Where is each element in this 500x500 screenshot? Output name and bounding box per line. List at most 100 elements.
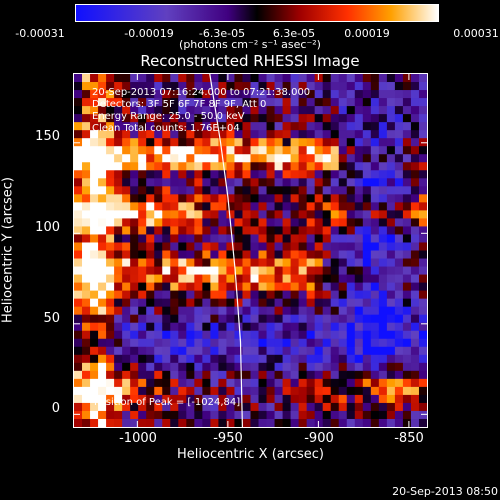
heatmap-cell	[154, 234, 163, 244]
heatmap-cell	[146, 298, 155, 308]
heatmap-cell	[410, 386, 420, 396]
heatmap-cell	[202, 178, 211, 187]
heatmap-cell	[290, 194, 300, 203]
heatmap-cell	[282, 322, 292, 332]
heatmap-cell	[394, 394, 404, 404]
heatmap-cell	[306, 410, 316, 420]
heatmap-cell	[306, 258, 316, 268]
heatmap-cell	[106, 90, 115, 99]
heatmap-cell	[178, 146, 187, 155]
heatmap-cell	[186, 250, 195, 260]
heatmap-cell	[306, 322, 316, 332]
heatmap-cell	[162, 202, 171, 211]
heatmap-cell	[74, 170, 83, 179]
heatmap-cell	[218, 202, 228, 211]
heatmap-cell	[202, 258, 211, 268]
heatmap-cell	[194, 354, 203, 364]
heatmap-cell	[194, 234, 203, 244]
heatmap-cell	[242, 290, 252, 300]
heatmap-cell	[306, 242, 316, 252]
heatmap-cell	[378, 322, 388, 332]
heatmap-cell	[98, 346, 107, 356]
heatmap-cell	[282, 250, 292, 260]
heatmap-cell	[394, 346, 404, 356]
heatmap-cell	[194, 418, 203, 427]
heatmap-cell	[290, 98, 300, 107]
heatmap-cell	[210, 386, 220, 396]
heatmap-cell	[154, 130, 163, 139]
heatmap-cell	[314, 242, 324, 252]
heatmap-cell	[90, 250, 99, 260]
heatmap-cell	[378, 290, 388, 300]
heatmap-cell	[130, 346, 139, 356]
heatmap-cell	[266, 354, 276, 364]
heatmap-cell	[298, 338, 308, 348]
heatmap-cell	[402, 146, 412, 155]
heatmap-cell	[138, 362, 147, 372]
x-tick-label: -950	[213, 431, 243, 446]
heatmap-cell	[402, 162, 412, 171]
heatmap-cell	[362, 386, 372, 396]
heatmap-cell	[266, 226, 276, 236]
heatmap-cell	[162, 314, 171, 324]
heatmap-cell	[170, 402, 179, 412]
heatmap-cell	[290, 218, 300, 228]
heatmap-cell	[170, 186, 179, 195]
heatmap-cell	[98, 210, 107, 220]
heatmap-cell	[258, 266, 268, 276]
heatmap-cell	[82, 370, 91, 380]
heatmap-cell	[274, 298, 284, 308]
heatmap-cell	[330, 322, 340, 332]
heatmap-cell	[394, 242, 404, 252]
heatmap-cell	[130, 146, 139, 155]
heatmap-cell	[338, 210, 348, 220]
heatmap-cell	[122, 106, 131, 115]
heatmap-cell	[370, 130, 380, 139]
clean-counts-annotation: Clean Total counts: 1.76E+04	[92, 123, 240, 134]
heatmap-cell	[138, 298, 147, 308]
heatmap-cell	[186, 290, 195, 300]
heatmap-cell	[82, 154, 91, 163]
heatmap-cell	[114, 258, 123, 268]
heatmap-cell	[154, 282, 163, 292]
heatmap-cell	[418, 74, 427, 83]
heatmap-cell	[410, 98, 420, 107]
heatmap-cell	[290, 354, 300, 364]
heatmap-cell	[410, 338, 420, 348]
heatmap-cell	[410, 130, 420, 139]
heatmap-cell	[138, 186, 147, 195]
heatmap-cell	[378, 362, 388, 372]
heatmap-cell	[282, 122, 292, 131]
heatmap-cell	[394, 322, 404, 332]
heatmap-cell	[282, 170, 292, 179]
heatmap-cell	[242, 338, 252, 348]
heatmap-cell	[306, 394, 316, 404]
heatmap-cell	[266, 82, 276, 91]
heatmap-cell	[306, 90, 316, 99]
heatmap-cell	[386, 394, 396, 404]
heatmap-cell	[266, 170, 276, 179]
heatmap-cell	[266, 122, 276, 131]
heatmap-cell	[194, 362, 203, 372]
heatmap-cell	[402, 402, 412, 412]
heatmap-cell	[202, 282, 211, 292]
heatmap-cell	[162, 122, 171, 131]
heatmap-cell	[322, 130, 332, 139]
heatmap-cell	[242, 282, 252, 292]
heatmap-cell	[282, 82, 292, 91]
heatmap-cell	[402, 194, 412, 203]
heatmap-cell	[394, 418, 404, 427]
heatmap-cell	[106, 162, 115, 171]
heatmap-cell	[306, 106, 316, 115]
heatmap-cell	[202, 306, 211, 316]
heatmap-cell	[122, 74, 131, 83]
x-axis-label: Heliocentric X (arcsec)	[177, 447, 324, 462]
heatmap-cell	[138, 354, 147, 364]
heatmap-cell	[114, 410, 123, 420]
heatmap-cell	[250, 226, 260, 236]
heatmap-cell	[362, 98, 372, 107]
heatmap-cell	[242, 242, 252, 252]
heatmap-cell	[370, 354, 380, 364]
heatmap-cell	[234, 330, 244, 340]
heatmap-cell	[338, 330, 348, 340]
